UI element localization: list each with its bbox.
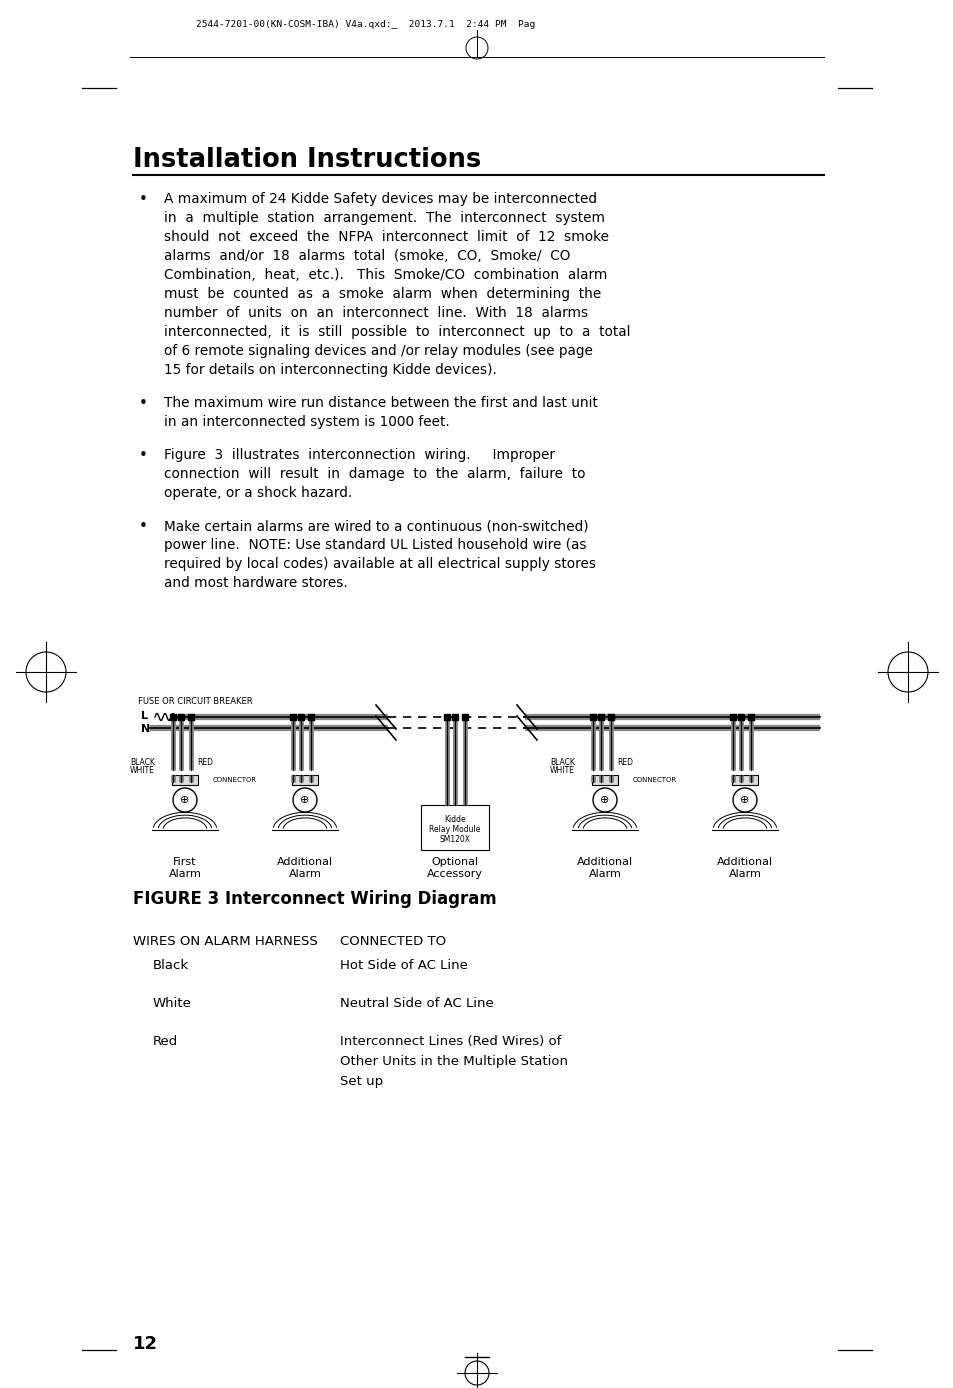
Text: WHITE: WHITE — [130, 766, 154, 775]
Text: Figure  3  illustrates  interconnection  wiring.     Improper: Figure 3 illustrates interconnection wir… — [164, 448, 555, 462]
Text: Additional
Alarm: Additional Alarm — [577, 856, 633, 880]
Text: Hot Side of AC Line: Hot Side of AC Line — [339, 959, 467, 972]
Text: 15 for details on interconnecting Kidde devices).: 15 for details on interconnecting Kidde … — [164, 364, 497, 378]
Text: power line.  NOTE: Use standard UL Listed household wire (as: power line. NOTE: Use standard UL Listed… — [164, 539, 586, 552]
Text: White: White — [152, 997, 192, 1010]
Text: operate, or a shock hazard.: operate, or a shock hazard. — [164, 486, 352, 500]
Text: must  be  counted  as  a  smoke  alarm  when  determining  the: must be counted as a smoke alarm when de… — [164, 287, 600, 301]
Text: interconnected,  it  is  still  possible  to  interconnect  up  to  a  total: interconnected, it is still possible to … — [164, 325, 630, 339]
Text: ⊕: ⊕ — [300, 795, 310, 805]
Text: CONNECTED TO: CONNECTED TO — [339, 936, 446, 948]
Text: number  of  units  on  an  interconnect  line.  With  18  alarms: number of units on an interconnect line.… — [164, 305, 587, 321]
Text: The maximum wire run distance between the first and last unit: The maximum wire run distance between th… — [164, 396, 598, 409]
Text: Make certain alarms are wired to a continuous (non-switched): Make certain alarms are wired to a conti… — [164, 519, 588, 533]
Text: required by local codes) available at all electrical supply stores: required by local codes) available at al… — [164, 557, 596, 570]
Text: of 6 remote signaling devices and /or relay modules (see page: of 6 remote signaling devices and /or re… — [164, 344, 592, 358]
Text: connection  will  result  in  damage  to  the  alarm,  failure  to: connection will result in damage to the … — [164, 466, 585, 482]
Text: Black: Black — [152, 959, 189, 972]
Text: •: • — [139, 192, 148, 207]
Text: First
Alarm: First Alarm — [169, 856, 201, 880]
Text: alarms  and/or  18  alarms  total  (smoke,  CO,  Smoke/  CO: alarms and/or 18 alarms total (smoke, CO… — [164, 248, 570, 262]
Bar — [731, 775, 758, 786]
Text: Combination,  heat,  etc.).   This  Smoke/CO  combination  alarm: Combination, heat, etc.). This Smoke/CO … — [164, 268, 607, 282]
Text: •: • — [139, 396, 148, 411]
Text: CONNECTOR: CONNECTOR — [633, 777, 677, 783]
Text: Relay Module: Relay Module — [429, 824, 480, 834]
Text: Neutral Side of AC Line: Neutral Side of AC Line — [339, 997, 494, 1010]
Text: Optional
Accessory: Optional Accessory — [427, 856, 482, 880]
Bar — [420, 805, 489, 849]
Text: should  not  exceed  the  NFPA  interconnect  limit  of  12  smoke: should not exceed the NFPA interconnect … — [164, 230, 608, 244]
Text: Additional
Alarm: Additional Alarm — [717, 856, 772, 880]
Text: Set up: Set up — [339, 1074, 383, 1088]
Text: in  a  multiple  station  arrangement.  The  interconnect  system: in a multiple station arrangement. The i… — [164, 211, 604, 225]
Text: CONNECTOR: CONNECTOR — [213, 777, 257, 783]
Text: •: • — [139, 448, 148, 464]
Text: BLACK: BLACK — [130, 758, 154, 766]
Text: in an interconnected system is 1000 feet.: in an interconnected system is 1000 feet… — [164, 415, 449, 429]
Text: ⊕: ⊕ — [740, 795, 749, 805]
Text: •: • — [139, 519, 148, 534]
Text: BLACK: BLACK — [550, 758, 575, 766]
Text: and most hardware stores.: and most hardware stores. — [164, 576, 348, 590]
Text: Additional
Alarm: Additional Alarm — [276, 856, 333, 880]
Text: Kidde: Kidde — [444, 815, 465, 824]
Text: ⊕: ⊕ — [599, 795, 609, 805]
Text: RED: RED — [617, 758, 633, 766]
Text: FUSE OR CIRCUIT BREAKER: FUSE OR CIRCUIT BREAKER — [138, 697, 253, 706]
Text: Interconnect Lines (Red Wires) of: Interconnect Lines (Red Wires) of — [339, 1035, 560, 1048]
Text: 2544-7201-00(KN-COSM-IBA) V4a.qxd:_  2013.7.1  2:44 PM  Pag: 2544-7201-00(KN-COSM-IBA) V4a.qxd:_ 2013… — [195, 19, 535, 29]
Text: A maximum of 24 Kidde Safety devices may be interconnected: A maximum of 24 Kidde Safety devices may… — [164, 192, 597, 205]
Text: WIRES ON ALARM HARNESS: WIRES ON ALARM HARNESS — [132, 936, 317, 948]
Bar — [172, 775, 198, 786]
Text: Red: Red — [152, 1035, 178, 1048]
Bar — [592, 775, 618, 786]
Text: FIGURE 3 Interconnect Wiring Diagram: FIGURE 3 Interconnect Wiring Diagram — [132, 890, 497, 908]
Text: Installation Instructions: Installation Instructions — [132, 147, 480, 174]
Text: RED: RED — [196, 758, 213, 766]
Text: Other Units in the Multiple Station: Other Units in the Multiple Station — [339, 1055, 567, 1067]
Bar — [292, 775, 317, 786]
Text: SM120X: SM120X — [439, 836, 470, 844]
Text: WHITE: WHITE — [550, 766, 575, 775]
Text: 12: 12 — [132, 1335, 158, 1353]
Text: N: N — [141, 725, 150, 734]
Text: L: L — [141, 711, 148, 720]
Text: ⊕: ⊕ — [180, 795, 190, 805]
